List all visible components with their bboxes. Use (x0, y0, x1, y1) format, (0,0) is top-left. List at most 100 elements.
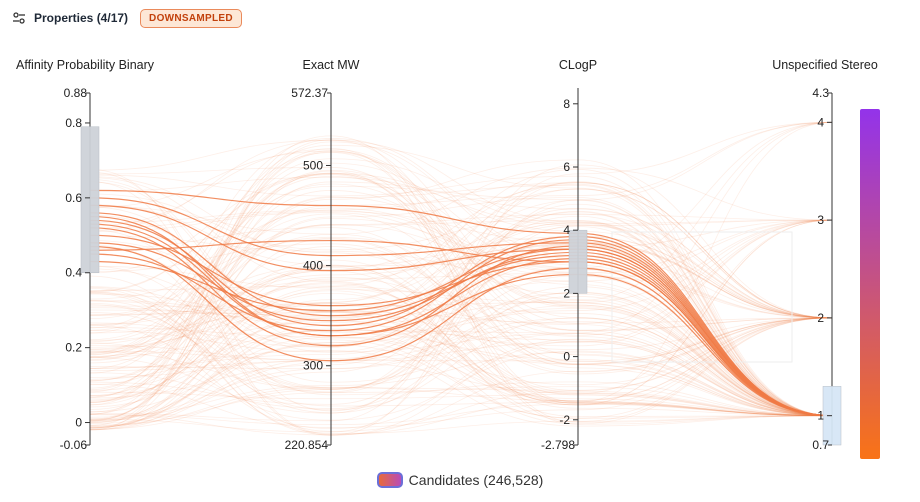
background-line (89, 219, 833, 307)
axis-brush[interactable] (80, 126, 100, 273)
background-line (89, 293, 833, 417)
background-line (89, 304, 833, 417)
background-line (89, 199, 833, 417)
background-line (89, 303, 833, 417)
axis-tick-label: 2 (817, 311, 824, 325)
background-line (89, 229, 833, 417)
background-line (89, 282, 833, 406)
background-line (89, 286, 833, 417)
background-line (89, 164, 833, 414)
axis-tick-label: 0.8 (65, 116, 82, 130)
background-line (89, 265, 833, 391)
background-line (89, 292, 833, 434)
axis-title[interactable]: CLogP (559, 58, 597, 72)
background-line (89, 182, 833, 320)
axis-tick-label: -2 (559, 413, 570, 427)
background-line (89, 169, 833, 417)
properties-header: Properties (4/17) DOWNSAMPLED (12, 8, 242, 28)
background-line (89, 329, 833, 417)
downsampled-badge: DOWNSAMPLED (140, 8, 242, 28)
background-line (89, 150, 833, 403)
background-line (89, 219, 833, 422)
highlighted-line (89, 219, 833, 417)
background-line (89, 336, 833, 423)
axis-4: 0.7 4.3 1 2 3 4 Unspecified Stereo (772, 58, 878, 452)
background-line (89, 158, 833, 374)
background-line (89, 317, 833, 428)
background-line (89, 361, 833, 431)
axis-min-label: -0.06 (60, 438, 88, 452)
highlighted-line (89, 223, 833, 417)
background-line (89, 270, 833, 423)
background-line (89, 150, 833, 324)
axis-title[interactable]: Affinity Probability Binary (16, 58, 155, 72)
background-line (89, 182, 833, 391)
highlighted-lines (89, 189, 833, 417)
background-line (89, 302, 833, 417)
background-line (89, 181, 833, 346)
highlighted-line (89, 227, 833, 417)
background-lines (89, 121, 833, 436)
background-line (89, 170, 833, 426)
axis-1: -0.06 0.88 0 0.2 0.4 0.6 0.8 Affinity Probabili… (16, 58, 155, 452)
background-line (89, 307, 833, 417)
highlighted-line (89, 239, 833, 417)
axis-title[interactable]: Exact MW (303, 58, 360, 72)
background-line (89, 121, 833, 420)
background-line (89, 227, 833, 373)
axis-tick-label: 8 (563, 97, 570, 111)
background-line (89, 159, 833, 429)
background-line (89, 317, 833, 417)
axis-tick-label: 400 (303, 259, 323, 273)
background-line (89, 197, 833, 421)
color-scale-bar[interactable] (860, 109, 880, 459)
background-line (89, 184, 833, 421)
axis-tick-label: 0.2 (65, 341, 82, 355)
background-line (89, 177, 833, 418)
background-line (89, 360, 833, 417)
axis-max-label: 0.88 (64, 86, 88, 100)
axis-2: 220.854 572.37 300 400 500 Exact MW (285, 58, 360, 452)
axis-tick-label: 6 (563, 160, 570, 174)
background-line (89, 171, 833, 417)
background-line (89, 403, 833, 426)
axis-tick-label: 2 (563, 286, 570, 300)
highlighted-line (89, 215, 833, 417)
background-line (89, 219, 833, 406)
background-line (89, 208, 833, 348)
background-line (89, 304, 833, 420)
background-line (89, 174, 833, 417)
background-line (89, 219, 833, 372)
legend-swatch[interactable] (376, 472, 403, 488)
properties-title[interactable]: Properties (4/17) (34, 11, 129, 25)
sliders-icon[interactable] (12, 11, 26, 25)
background-line (89, 144, 833, 417)
background-line (89, 287, 833, 436)
background-line (89, 219, 833, 406)
background-line (89, 181, 833, 436)
background-line (89, 310, 833, 425)
background-line (89, 121, 833, 429)
axis-brush[interactable] (568, 229, 588, 294)
background-line (89, 139, 833, 417)
legend: Candidates (246,528) (0, 472, 920, 488)
axis-title[interactable]: Unspecified Stereo (772, 58, 878, 72)
background-line (89, 292, 833, 428)
axis-tick-label: 0.4 (65, 266, 82, 280)
background-line (89, 219, 833, 359)
background-line (89, 172, 833, 370)
highlighted-line (89, 248, 833, 417)
background-line (89, 259, 833, 396)
background-line (89, 169, 833, 422)
background-line (89, 121, 833, 398)
background-line (89, 209, 833, 274)
background-line (89, 328, 833, 428)
background-line (89, 176, 833, 417)
background-line (89, 391, 833, 417)
axis-tick-label: 4 (563, 223, 570, 237)
parallel-coordinates-chart[interactable]: -0.06 0.88 0 0.2 0.4 0.6 0.8 Affinity Probabili… (0, 0, 920, 470)
background-line (89, 138, 833, 329)
background-line (89, 139, 833, 417)
background-line (89, 193, 833, 319)
background-line (89, 290, 833, 417)
